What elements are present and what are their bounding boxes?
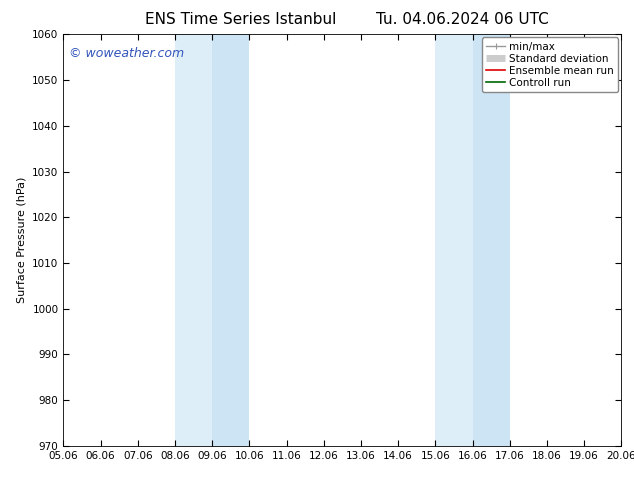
Bar — [175, 34, 212, 446]
Y-axis label: Surface Pressure (hPa): Surface Pressure (hPa) — [16, 177, 27, 303]
Text: ENS Time Series Istanbul: ENS Time Series Istanbul — [145, 12, 337, 27]
Bar — [436, 34, 472, 446]
Text: Tu. 04.06.2024 06 UTC: Tu. 04.06.2024 06 UTC — [377, 12, 549, 27]
Text: © woweather.com: © woweather.com — [69, 47, 184, 60]
Bar — [472, 34, 510, 446]
Legend: min/max, Standard deviation, Ensemble mean run, Controll run: min/max, Standard deviation, Ensemble me… — [482, 37, 618, 92]
Bar — [212, 34, 249, 446]
